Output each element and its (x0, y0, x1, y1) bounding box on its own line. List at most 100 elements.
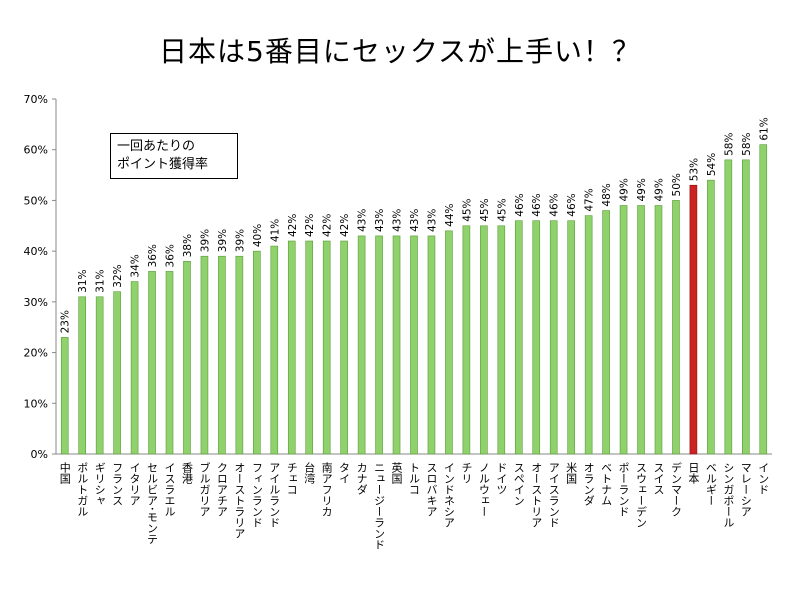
bar (497, 225, 506, 455)
bar (532, 220, 541, 455)
x-tick-label: マレーシア (739, 462, 752, 517)
bar (165, 271, 174, 455)
x-tick-label: ニュージーランド (373, 462, 386, 550)
x-tick-label: フィンランド (250, 462, 263, 528)
chart-note-box: 一回あたりの ポイント獲得率 (110, 133, 238, 179)
x-tick-label: スロバキア (425, 462, 438, 517)
bar-value-label: 23% (60, 310, 72, 333)
bar-value-label: 43% (357, 209, 369, 232)
bar-value-label: 58% (741, 132, 753, 155)
x-tick-label: チェコ (285, 462, 298, 495)
bar (514, 220, 523, 455)
bar (218, 255, 226, 455)
bar-value-label: 61% (758, 117, 770, 140)
bar-value-label: 42% (304, 214, 316, 237)
bar-value-label: 49% (619, 178, 631, 201)
x-tick-label: オーストリア (530, 462, 543, 528)
x-tick-label: スウェーデン (635, 462, 648, 528)
x-tick-label: アイスランド (547, 462, 560, 528)
bar (113, 291, 121, 455)
bar (549, 220, 558, 455)
bar-value-label: 42% (322, 214, 334, 237)
y-tick-label: 60% (24, 144, 48, 157)
x-tick-label: デンマーク (669, 461, 682, 517)
bar (322, 240, 331, 455)
bar (689, 184, 698, 455)
bar (759, 144, 768, 455)
bar-value-label: 48% (601, 183, 613, 206)
x-tick-label: タイ (338, 462, 351, 484)
x-tick-label: スペイン (512, 462, 525, 506)
bar-value-label: 43% (426, 209, 438, 232)
x-tick-label: ドイツ (495, 462, 508, 495)
x-tick-label: スイス (652, 462, 665, 495)
bar-value-label: 31% (77, 269, 89, 292)
bar-value-label: 39% (217, 229, 229, 252)
x-tick-label: ポルトガル (76, 462, 89, 517)
bar (270, 245, 279, 455)
bar-value-label: 31% (95, 269, 107, 292)
bar (183, 260, 191, 455)
bar-value-label: 42% (339, 214, 351, 237)
x-tick-label: イスラエル (163, 462, 176, 517)
bar-value-label: 39% (199, 229, 211, 252)
x-tick-label: ノルウェー (477, 462, 490, 517)
bar-value-label: 58% (723, 132, 735, 155)
bar (584, 215, 593, 455)
x-tick-label: オーストラリア (233, 462, 246, 539)
x-tick-label: 中国 (58, 462, 71, 485)
bar (707, 179, 715, 455)
bar (410, 235, 418, 455)
x-tick-label: オランダ (582, 462, 595, 506)
bar-value-label: 47% (584, 188, 596, 211)
x-tick-label: 台湾 (303, 461, 316, 485)
bar (148, 271, 156, 455)
x-tick-label: 米国 (565, 462, 578, 485)
bar-value-label: 45% (479, 198, 491, 221)
x-tick-label: セルビア･モンテ (146, 462, 159, 545)
bar-value-label: 43% (374, 209, 386, 232)
bar-value-label: 32% (112, 264, 124, 287)
bar-value-label: 50% (671, 173, 683, 196)
bar-value-label: 43% (409, 209, 421, 232)
chart-note-line-2: ポイント獲得率 (117, 157, 209, 172)
bar (619, 205, 628, 455)
y-tick-label: 10% (24, 397, 48, 410)
x-tick-label: ブルガリア (198, 461, 211, 517)
bar (637, 205, 645, 455)
x-tick-label: 南アフリカ (320, 462, 333, 517)
y-tick-label: 20% (24, 347, 48, 360)
y-tick-label: 30% (24, 296, 48, 309)
x-tick-label: トルコ (408, 462, 421, 495)
bar (60, 337, 69, 455)
bar-value-label: 46% (549, 193, 561, 216)
bar (445, 230, 453, 455)
y-tick-label: 50% (24, 194, 48, 207)
bar (392, 235, 401, 455)
x-tick-label: インド (757, 462, 770, 495)
bar-value-label: 41% (269, 219, 281, 242)
bar (235, 255, 244, 455)
bar (672, 200, 680, 455)
x-tick-label: シンガポール (722, 462, 735, 528)
bar-value-label: 49% (636, 178, 648, 201)
x-tick-label: ギリシャ (93, 462, 106, 506)
bar-value-label: 45% (461, 198, 473, 221)
y-tick-label: 70% (24, 93, 48, 106)
y-tick-label: 0% (31, 448, 48, 461)
bar-value-label: 40% (252, 224, 264, 247)
x-tick-label: チリ (460, 462, 473, 484)
bar (602, 210, 610, 455)
bar (480, 225, 488, 455)
bar (78, 296, 86, 455)
bar-value-label: 34% (130, 254, 142, 277)
bar-value-label: 46% (514, 193, 526, 216)
bar (200, 255, 209, 455)
bar-value-label: 53% (688, 158, 700, 181)
bar (742, 159, 750, 455)
x-tick-label: ベトナム (600, 462, 613, 506)
x-tick-label: ポーランド (617, 462, 630, 517)
bar (654, 205, 663, 455)
